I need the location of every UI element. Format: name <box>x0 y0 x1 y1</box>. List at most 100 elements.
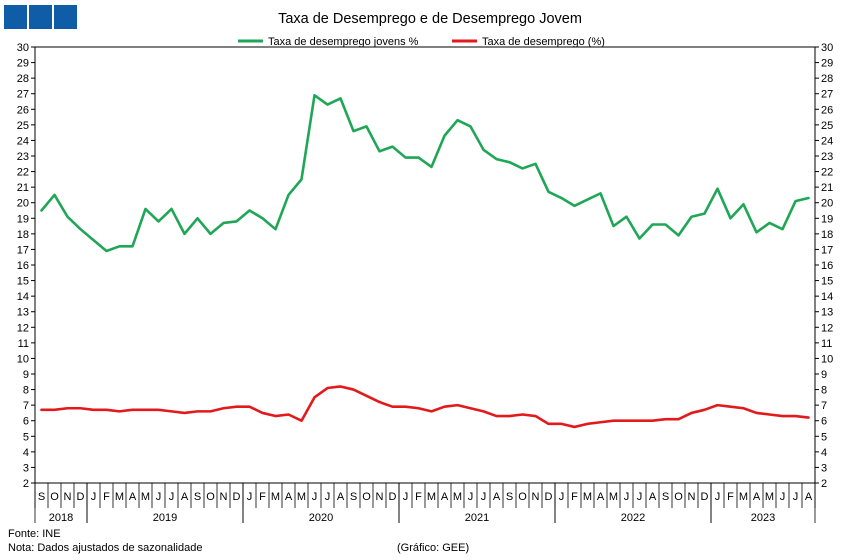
y-tick-label-right: 20 <box>821 198 833 210</box>
y-tick-label-left: 12 <box>17 322 29 334</box>
x-tick-label: J <box>247 491 253 503</box>
x-tick-label: M <box>739 491 748 503</box>
x-tick-label: F <box>571 491 578 503</box>
x-tick-label: J <box>403 491 409 503</box>
x-tick-label: D <box>389 491 397 503</box>
y-tick-label-left: 6 <box>23 416 29 428</box>
x-tick-label: M <box>271 491 280 503</box>
y-tick-label-left: 29 <box>17 58 29 70</box>
logo-square <box>29 5 52 29</box>
logo-square <box>4 5 27 29</box>
x-tick-label: A <box>337 491 345 503</box>
x-tick-label: S <box>662 491 669 503</box>
x-tick-label: N <box>64 491 72 503</box>
y-tick-label-left: 13 <box>17 307 29 319</box>
series-line-unemployment <box>40 385 810 429</box>
y-tick-label-left: 21 <box>17 182 29 194</box>
y-tick-label-right: 26 <box>821 104 833 116</box>
x-tick-label: A <box>805 491 813 503</box>
chart-title: Taxa de Desemprego e de Desemprego Jovem <box>278 11 582 27</box>
x-tick-label: M <box>141 491 150 503</box>
x-tick-label: A <box>649 491 657 503</box>
footer-credit: (Gráfico: GEE) <box>397 542 469 554</box>
x-tick-label: M <box>609 491 618 503</box>
footer-note: Nota: Dados ajustados de sazonalidade <box>8 542 202 554</box>
x-tick-label: S <box>350 491 357 503</box>
footer-source: Fonte: INE <box>8 528 61 540</box>
y-tick-label-right: 2 <box>821 478 827 490</box>
y-tick-label-right: 15 <box>821 276 833 288</box>
x-tick-label: J <box>481 491 487 503</box>
y-tick-label-right: 6 <box>821 416 827 428</box>
y-tick-label-left: 5 <box>23 431 29 443</box>
x-tick-label: D <box>701 491 709 503</box>
y-tick-label-left: 22 <box>17 167 29 179</box>
x-tick-label: M <box>765 491 774 503</box>
x-tick-label: S <box>194 491 201 503</box>
y-tick-label-right: 29 <box>821 58 833 70</box>
x-tick-label: J <box>715 491 721 503</box>
plot-frame <box>34 46 816 484</box>
y-tick-label-left: 14 <box>17 291 29 303</box>
x-tick-label: J <box>312 491 318 503</box>
y-tick-label-left: 24 <box>17 135 29 147</box>
x-tick-label: J <box>559 491 565 503</box>
x-tick-label: M <box>453 491 462 503</box>
y-tick-label-left: 3 <box>23 462 29 474</box>
x-tick-label: J <box>637 491 643 503</box>
x-tick-label: O <box>50 491 59 503</box>
y-tick-label-left: 18 <box>17 229 29 241</box>
x-tick-label: D <box>545 491 553 503</box>
x-tick-label: J <box>169 491 175 503</box>
logo-icon <box>4 5 77 29</box>
x-tick-label: M <box>427 491 436 503</box>
y-tick-label-left: 11 <box>18 338 29 350</box>
y-tick-label-right: 25 <box>821 120 833 132</box>
plot-area <box>40 93 810 429</box>
y-tick-label-right: 11 <box>821 338 832 350</box>
y-tick-label-right: 16 <box>821 260 833 272</box>
x-tick-label: D <box>77 491 85 503</box>
x-year-label: 2022 <box>621 512 645 524</box>
x-year-label: 2019 <box>153 512 177 524</box>
x-tick-label: F <box>103 491 110 503</box>
y-tick-label-right: 10 <box>821 353 833 365</box>
y-tick-label-right: 14 <box>821 291 833 303</box>
y-tick-label-left: 23 <box>17 151 29 163</box>
x-tick-label: M <box>583 491 592 503</box>
x-tick-label: F <box>727 491 734 503</box>
x-tick-label: A <box>129 491 137 503</box>
x-tick-label: D <box>233 491 241 503</box>
x-tick-label: J <box>624 491 630 503</box>
y-tick-label-left: 17 <box>17 244 29 256</box>
y-tick-label-left: 19 <box>17 213 29 225</box>
y-tick-label-right: 3 <box>821 462 827 474</box>
y-tick-label-right: 13 <box>821 307 833 319</box>
y-tick-label-left: 25 <box>17 120 29 132</box>
legend-label: Taxa de desemprego jovens % <box>268 36 419 48</box>
legend: Taxa de desemprego jovens % Taxa de desem… <box>238 36 605 48</box>
y-tick-label-right: 19 <box>821 213 833 225</box>
y-tick-label-left: 20 <box>17 198 29 210</box>
x-tick-label: S <box>506 491 513 503</box>
x-tick-label: N <box>220 491 228 503</box>
y-tick-label-right: 7 <box>821 400 827 412</box>
y-tick-label-left: 26 <box>17 104 29 116</box>
logo-square <box>54 5 77 29</box>
y-tick-label-left: 8 <box>23 385 29 397</box>
y-tick-label-left: 30 <box>17 42 29 54</box>
y-tick-label-right: 22 <box>821 167 833 179</box>
y-tick-label-right: 9 <box>821 369 827 381</box>
y-tick-label-right: 18 <box>821 229 833 241</box>
x-tick-label: A <box>753 491 761 503</box>
x-tick-label: F <box>415 491 422 503</box>
y-tick-label-right: 28 <box>821 73 833 85</box>
x-tick-label: J <box>156 491 162 503</box>
x-year-label: 2021 <box>465 512 489 524</box>
x-year-label: 2020 <box>309 512 333 524</box>
y-tick-label-left: 16 <box>17 260 29 272</box>
y-tick-label-left: 27 <box>17 89 29 101</box>
x-tick-label: O <box>362 491 371 503</box>
y-tick-label-left: 28 <box>17 73 29 85</box>
